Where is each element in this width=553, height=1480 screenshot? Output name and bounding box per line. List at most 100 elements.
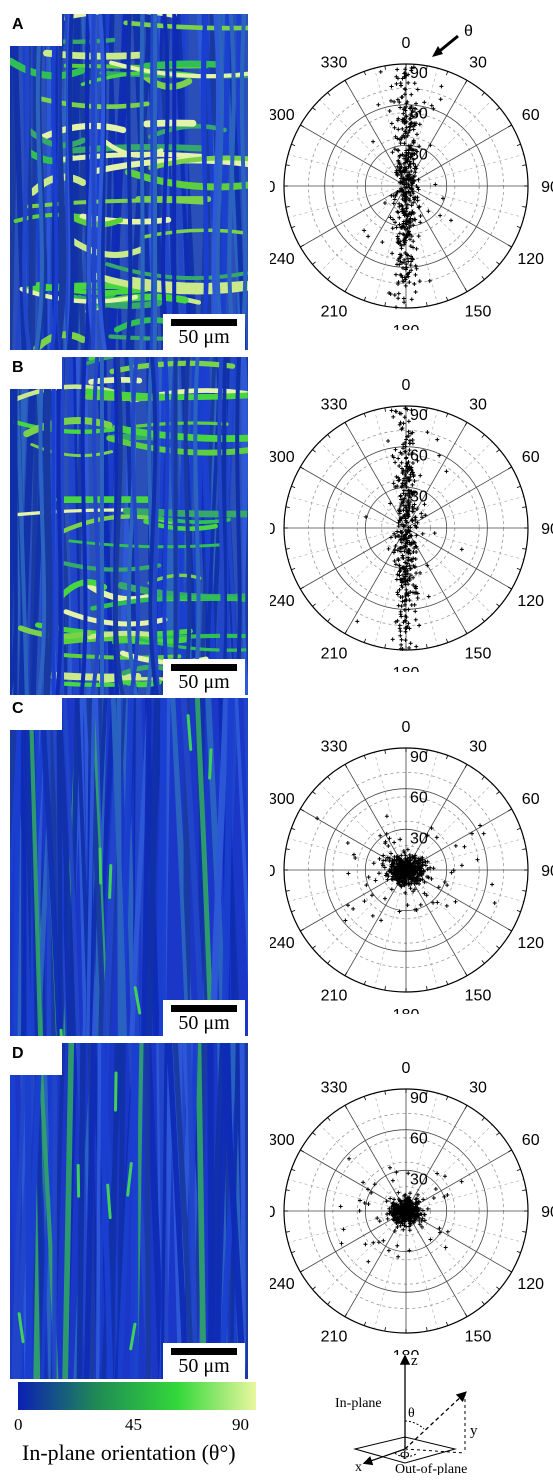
scatter-points: [355, 406, 464, 652]
data-point: [397, 477, 402, 482]
data-point: [408, 263, 413, 268]
data-point: [396, 296, 401, 301]
data-point: [409, 256, 414, 261]
data-point: [375, 1216, 380, 1221]
radial-label-90: 90: [410, 749, 428, 766]
data-point: [401, 620, 406, 625]
data-point: [402, 549, 407, 554]
data-point: [371, 139, 376, 144]
scale-bar-label: 50 μm: [178, 1355, 230, 1377]
data-point: [402, 275, 407, 280]
data-point: [407, 548, 412, 553]
data-point: [399, 614, 404, 619]
data-point: [405, 863, 410, 868]
data-point: [435, 900, 440, 905]
data-point: [361, 1180, 366, 1185]
data-point: [409, 169, 414, 174]
data-point: [394, 191, 399, 196]
data-point: [400, 279, 405, 284]
x-label: x: [355, 1460, 362, 1475]
data-point: [408, 881, 413, 886]
data-point: [417, 878, 422, 883]
data-point: [422, 1218, 427, 1223]
angle-label-60: 60: [522, 449, 540, 466]
data-point: [403, 283, 408, 288]
data-point: [449, 870, 454, 875]
data-point: [396, 158, 401, 163]
data-point: [406, 80, 411, 85]
data-point: [403, 469, 408, 474]
data-point: [397, 626, 402, 631]
data-point: [393, 543, 398, 548]
data-point: [400, 1218, 405, 1223]
data-point: [400, 204, 405, 209]
data-point: [394, 170, 399, 175]
data-point: [397, 100, 402, 105]
data-point: [400, 599, 405, 604]
data-point: [422, 100, 427, 105]
data-point: [440, 196, 445, 201]
data-point: [396, 520, 401, 525]
scale-bar: 50 μm: [163, 1343, 245, 1379]
angle-label-0: 0: [402, 35, 411, 52]
data-point: [399, 863, 404, 868]
data-point: [406, 607, 411, 612]
data-point: [412, 151, 417, 156]
data-point: [405, 499, 410, 504]
data-point: [403, 536, 408, 541]
data-point: [405, 847, 410, 852]
data-point: [402, 883, 407, 888]
data-point: [413, 272, 418, 277]
data-point: [425, 833, 430, 838]
data-point: [420, 857, 425, 862]
data-point: [490, 882, 495, 887]
data-point: [394, 474, 399, 479]
data-point: [407, 873, 412, 878]
data-point: [412, 887, 417, 892]
data-point: [394, 409, 399, 414]
data-point: [420, 1208, 425, 1213]
data-point: [411, 556, 416, 561]
data-point: [406, 170, 411, 175]
data-point: [407, 280, 412, 285]
data-point: [397, 563, 402, 568]
data-point: [396, 603, 401, 608]
data-point: [403, 532, 408, 537]
data-point: [391, 414, 396, 419]
colorbar-tick-45: 45: [125, 1415, 142, 1434]
data-point: [411, 114, 416, 119]
data-point: [401, 508, 406, 513]
data-point: [403, 1192, 408, 1197]
data-point: [397, 422, 402, 427]
data-point: [407, 441, 412, 446]
polar-plot-a: 0306090120150180210240270300330306090θ: [270, 10, 553, 330]
data-point: [401, 1227, 406, 1232]
polar-plot-d: 0 30 60 90 120 150 180 210 240 270 300 330 30 60 90: [270, 1035, 553, 1355]
data-point: [389, 887, 394, 892]
data-point: [389, 408, 394, 413]
data-point: [419, 1218, 424, 1223]
data-point: [401, 266, 406, 271]
data-point: [400, 565, 405, 570]
data-point: [403, 878, 408, 883]
data-point: [381, 853, 386, 858]
data-point: [442, 880, 447, 885]
data-point: [373, 878, 378, 883]
data-point: [387, 836, 392, 841]
data-point: [403, 594, 408, 599]
data-point: [398, 1223, 403, 1228]
angle-label-90: 90: [541, 863, 553, 880]
data-point: [408, 551, 413, 556]
angle-label-270: 270: [270, 179, 275, 196]
angle-label-180: 180: [393, 665, 420, 672]
data-point: [370, 913, 375, 918]
data-point: [387, 108, 392, 113]
data-point: [435, 437, 440, 442]
data-point: [408, 589, 413, 594]
data-point: [351, 906, 356, 911]
angle-label-270: 270: [270, 1204, 275, 1221]
data-point: [414, 166, 419, 171]
data-point: [412, 878, 417, 883]
angle-label-30: 30: [469, 738, 487, 755]
y-label: y: [470, 1423, 478, 1439]
